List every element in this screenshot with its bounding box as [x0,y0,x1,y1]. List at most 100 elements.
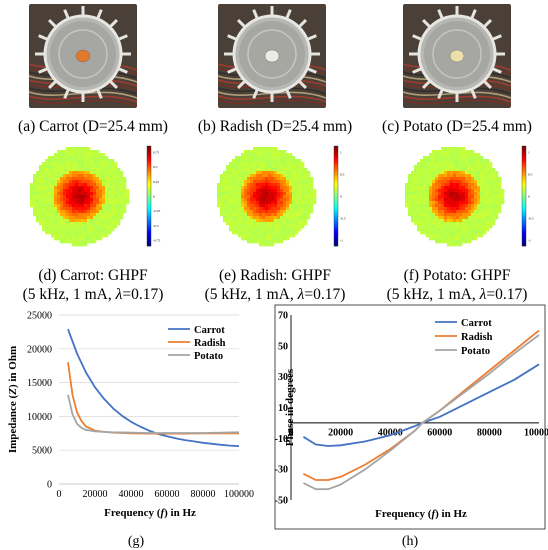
map-pixel [235,231,239,235]
map-pixel [289,204,293,208]
map-pixel [298,174,302,178]
map-pixel [411,201,415,205]
caption-d-line1: (d) Carrot: GHPF [38,267,148,284]
map-pixel [114,198,118,202]
map-pixel [262,159,266,163]
map-pixel [411,207,415,211]
map-pixel [453,150,457,154]
map-pixel [241,162,245,166]
map-pixel [474,168,478,172]
map-pixel [250,162,254,166]
electrode [297,79,308,90]
map-pixel [274,162,278,166]
map-pixel [93,162,97,166]
map-pixel [444,165,448,169]
map-pixel [81,216,85,220]
map-pixel [217,198,221,202]
map-pixel [417,207,421,211]
map-pixel [277,159,281,163]
map-pixel [283,177,287,181]
map-pixel [238,198,242,202]
map-pixel [105,165,109,169]
map-pixel [259,195,263,199]
map-pixel [226,207,230,211]
map-pixel [87,195,91,199]
map-pixel [453,165,457,169]
map-pixel [256,237,260,241]
map-pixel [81,165,85,169]
map-pixel [99,153,103,157]
map-pixel [45,210,49,214]
map-pixel [450,150,454,154]
map-pixel [250,180,254,184]
map-pixel [417,219,421,223]
x-tick-label: 60000 [155,489,180,500]
map-pixel [286,201,290,205]
map-pixel [411,213,415,217]
map-pixel [417,180,421,184]
map-pixel [60,183,64,187]
map-pixel [48,177,52,181]
map-pixel [453,204,457,208]
map-pixel [90,213,94,217]
colorbar-segment [522,208,526,212]
map-pixel [453,210,457,214]
map-pixel [229,225,233,229]
map-pixel [456,147,460,151]
map-pixel [60,231,64,235]
map-pixel [45,177,49,181]
map-pixel [57,177,61,181]
map-pixel [495,213,499,217]
map-pixel [492,192,496,196]
map-pixel [72,147,76,151]
colorbar-segment [522,163,526,167]
map-pixel [114,213,118,217]
cable [29,91,137,99]
map-pixel [426,219,430,223]
map-pixel [453,156,457,160]
map-pixel [120,180,124,184]
map-pixel [283,150,287,154]
map-pixel [102,207,106,211]
map-pixel [36,210,40,214]
map-pixel [262,198,266,202]
map-pixel [253,168,257,172]
map-pixel [84,183,88,187]
map-pixel [241,153,245,157]
map-pixel [492,171,496,175]
map-pixel [78,153,82,157]
map-pixel [90,192,94,196]
colorbar-segment [334,163,338,167]
map-pixel [250,234,254,238]
map-pixel [223,195,227,199]
map-pixel [304,180,308,184]
map-pixel [232,165,236,169]
map-pixel [277,189,281,193]
potato-ghpf-image: 10.50-0.5-1 [405,145,534,247]
map-pixel [75,168,79,172]
map-pixel [259,210,263,214]
map-pixel [126,192,130,196]
map-pixel [241,177,245,181]
map-pixel [447,234,451,238]
map-pixel [96,174,100,178]
electrode [305,66,317,74]
map-pixel [471,237,475,241]
colorbar-segment [147,146,151,149]
map-pixel [277,204,281,208]
map-pixel [51,177,55,181]
colorbar-frame [146,145,152,247]
map-pixel [480,201,484,205]
map-pixel [229,216,233,220]
map-pixel [477,162,481,166]
map-pixel [429,177,433,181]
map-pixel [459,165,463,169]
map-pixel [498,207,502,211]
map-pixel [265,243,269,247]
map-pixel [238,177,242,181]
map-pixel [459,174,463,178]
map-pixel [268,147,272,151]
map-pixel [259,228,263,232]
colorbar-segment [147,241,151,244]
map-pixel [256,228,260,232]
